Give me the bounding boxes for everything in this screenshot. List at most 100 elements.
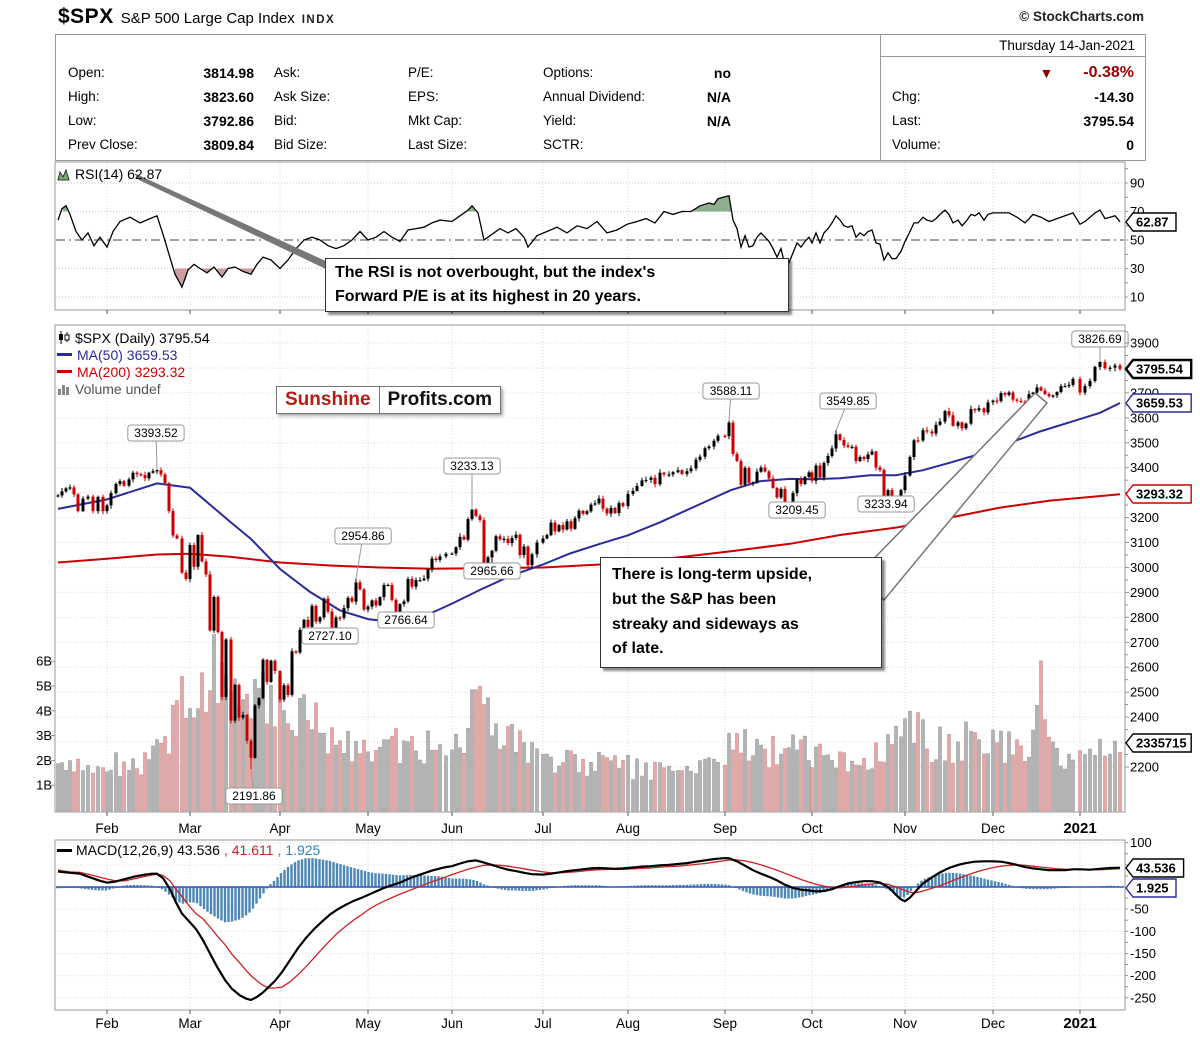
svg-text:Aug: Aug (616, 1016, 640, 1031)
svg-text:3393.52: 3393.52 (134, 426, 178, 440)
rsi-callout: The RSI is not overbought, but the index… (325, 258, 789, 312)
svg-text:Jul: Jul (534, 1016, 551, 1031)
rsi-legend: RSI(14) 62.87 (57, 166, 162, 182)
quote-row: Last: 3795.54 (892, 113, 1134, 129)
ma200-line-icon (57, 370, 72, 373)
svg-text:3795.54: 3795.54 (1136, 362, 1184, 377)
svg-text:1.925: 1.925 (1136, 881, 1169, 896)
change-percent: -0.38% (1083, 64, 1134, 81)
quote-row: Ask: (274, 65, 301, 80)
price-callout: There is long-term upside, but the S&P h… (600, 557, 882, 669)
svg-text:3200: 3200 (1130, 510, 1159, 525)
quote-row: Ask Size: (274, 89, 331, 104)
quote-row: Bid Size: (274, 137, 328, 152)
ma200-legend-row: MA(200) 3293.32 (57, 363, 210, 380)
quote-row: Open: 3814.98 (68, 65, 254, 81)
ma200-legend-label: MA(200) 3293.32 (77, 363, 186, 380)
svg-text:10: 10 (1130, 290, 1144, 305)
svg-text:Dec: Dec (981, 1016, 1005, 1031)
quote-col-options: Options: no Annual Dividend: N/A Yield: N/A SC… (543, 61, 731, 157)
ma50-line-icon (57, 353, 72, 356)
symbol: $SPX (58, 5, 114, 28)
quote-row: Options: no (543, 65, 731, 81)
svg-text:Jun: Jun (441, 821, 463, 836)
svg-text:3233.94: 3233.94 (864, 497, 908, 511)
svg-text:3233.13: 3233.13 (450, 459, 494, 473)
svg-text:3600: 3600 (1130, 410, 1159, 425)
svg-text:Oct: Oct (801, 821, 822, 836)
svg-text:3B: 3B (36, 728, 52, 743)
svg-text:Feb: Feb (95, 1016, 118, 1031)
svg-text:30: 30 (1130, 261, 1144, 276)
svg-text:2021: 2021 (1063, 1015, 1096, 1032)
svg-text:3293.32: 3293.32 (1136, 487, 1183, 502)
svg-text:Nov: Nov (893, 1016, 917, 1031)
svg-text:3826.69: 3826.69 (1078, 332, 1122, 346)
candlestick-icon (59, 331, 70, 344)
macd-line-icon (57, 848, 72, 852)
quote-row: Yield: N/A (543, 113, 731, 129)
svg-text:3209.45: 3209.45 (775, 503, 819, 517)
svg-text:2B: 2B (36, 753, 52, 768)
volume-bars (56, 634, 1122, 812)
svg-text:Mar: Mar (178, 1016, 202, 1031)
macd-legend: MACD(12,26,9) 43.536 , 41.611 , 1.925 (57, 842, 320, 858)
svg-text:1B: 1B (36, 778, 52, 793)
svg-text:3400: 3400 (1130, 460, 1159, 475)
svg-text:3659.53: 3659.53 (1136, 396, 1183, 411)
svg-text:100: 100 (1130, 835, 1152, 850)
svg-text:Aug: Aug (616, 821, 640, 836)
quote-panel: Thursday 14-Jan-2021 Open: 3814.98 High: 38… (55, 34, 1146, 161)
svg-text:2727.10: 2727.10 (308, 629, 352, 643)
ma50-legend-row: MA(50) 3659.53 (57, 346, 210, 363)
ma50-legend-label: MA(50) 3659.53 (77, 346, 178, 363)
quote-change-block: ▼ -0.38% Chg: -14.30 Last: 3795.54 Volume: 0 (892, 61, 1134, 157)
svg-text:2400: 2400 (1130, 710, 1159, 725)
quote-row: EPS: (408, 89, 439, 104)
quote-row: P/E: (408, 65, 434, 80)
rsi-area-icon (57, 168, 70, 180)
quote-col-ohlc: Open: 3814.98 High: 3823.60 Low: 3792.86 Prev … (68, 61, 254, 157)
price-legend-title: $SPX (Daily) 3795.54 (75, 329, 210, 346)
svg-text:2965.66: 2965.66 (470, 564, 514, 578)
rsi-legend-label: RSI(14) 62.87 (75, 166, 163, 182)
quote-divider (880, 35, 881, 160)
svg-text:Dec: Dec (981, 821, 1005, 836)
svg-text:Sep: Sep (713, 1016, 737, 1031)
quote-row: Bid: (274, 113, 298, 128)
svg-text:90: 90 (1130, 176, 1144, 191)
svg-text:-150: -150 (1130, 946, 1156, 961)
svg-text:-50: -50 (1130, 902, 1149, 917)
moving-averages (57, 402, 1121, 623)
quote-col-bidask: Ask: Ask Size: Bid: Bid Size: (274, 61, 404, 157)
macd-legend-hist: , 1.925 (277, 842, 321, 858)
quote-col-fundamentals: P/E: EPS: Mkt Cap: Last Size: (408, 61, 538, 157)
svg-text:2800: 2800 (1130, 610, 1159, 625)
candles (56, 359, 1122, 769)
macd-legend-signal: , 41.611 (223, 842, 274, 858)
svg-text:43.536: 43.536 (1136, 861, 1176, 876)
down-arrow-icon: ▼ (1039, 65, 1054, 81)
svg-text:2600: 2600 (1130, 660, 1159, 675)
svg-text:2900: 2900 (1130, 585, 1159, 600)
svg-text:Mar: Mar (178, 821, 202, 836)
svg-text:2766.64: 2766.64 (384, 613, 428, 627)
quote-row: Last Size: (408, 137, 468, 152)
sunshine-profits-logo: Sunshine Profits.com (276, 386, 502, 414)
quote-row: Mkt Cap: (408, 113, 463, 128)
svg-text:3500: 3500 (1130, 435, 1159, 450)
svg-text:May: May (355, 821, 381, 836)
quote-row: Volume: 0 (892, 137, 1134, 153)
svg-text:2700: 2700 (1130, 635, 1159, 650)
macd-series (55, 857, 1124, 1002)
svg-text:2021: 2021 (1063, 820, 1096, 837)
volume-legend-label: Volume undef (75, 380, 161, 397)
svg-text:-250: -250 (1130, 990, 1156, 1005)
svg-text:2200: 2200 (1130, 759, 1159, 774)
svg-text:Jul: Jul (534, 821, 551, 836)
symbol-name: S&P 500 Large Cap Index (120, 10, 295, 27)
callout-pointers (134, 173, 1049, 602)
svg-text:3100: 3100 (1130, 535, 1159, 550)
svg-text:4B: 4B (36, 703, 52, 718)
